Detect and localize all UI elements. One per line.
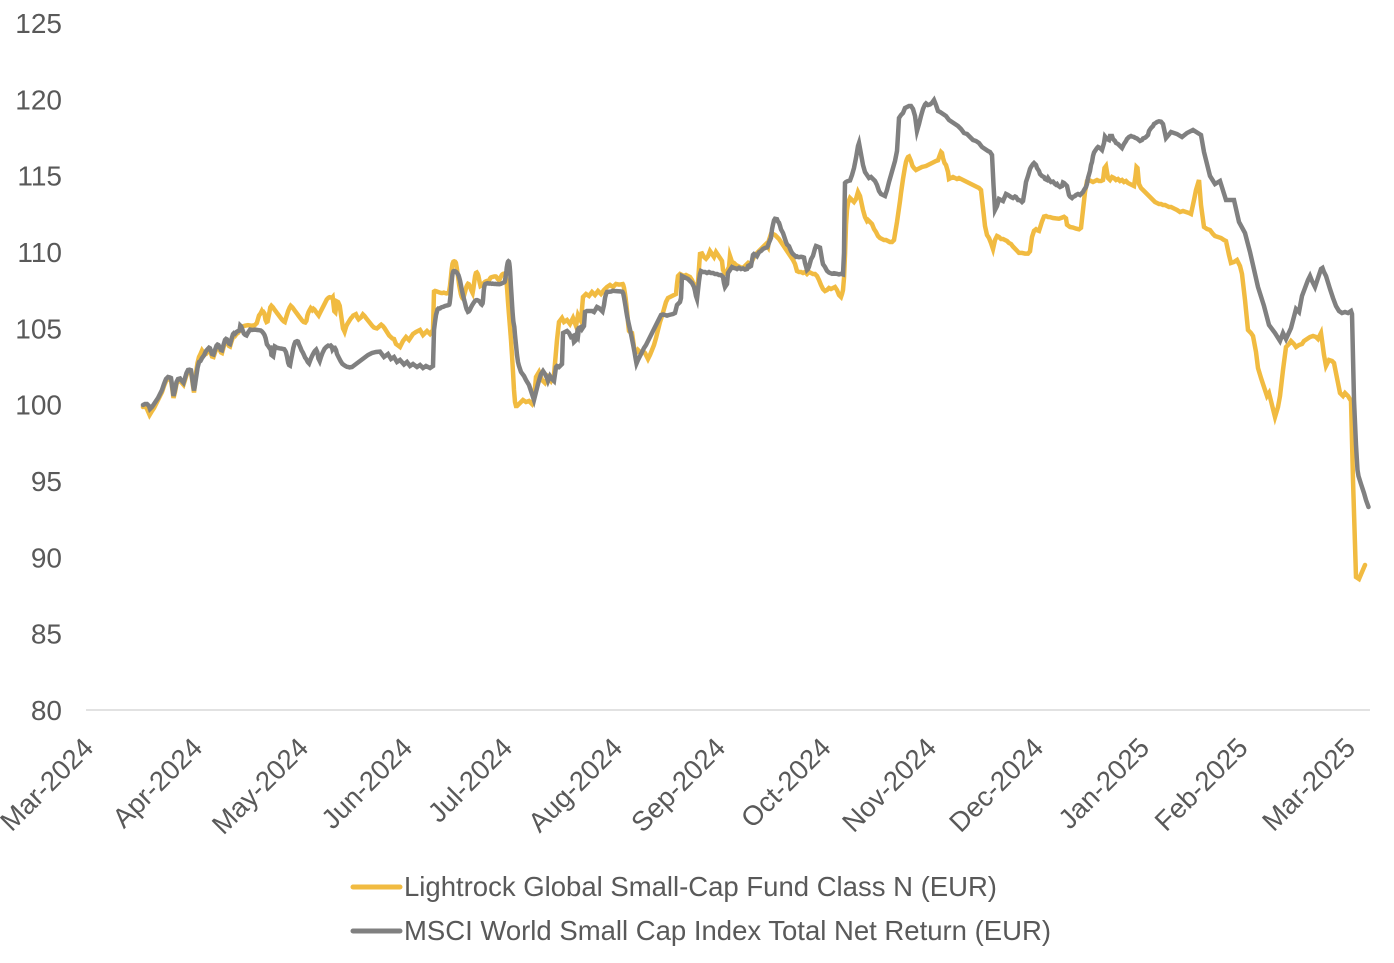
svg-text:125: 125 bbox=[15, 8, 62, 39]
svg-text:85: 85 bbox=[31, 619, 62, 650]
svg-text:110: 110 bbox=[17, 237, 62, 268]
svg-text:105: 105 bbox=[15, 313, 62, 344]
svg-text:100: 100 bbox=[15, 390, 62, 421]
svg-text:Lightrock Global Small-Cap Fun: Lightrock Global Small-Cap Fund Class N … bbox=[404, 871, 997, 902]
svg-text:MSCI World Small Cap Index Tot: MSCI World Small Cap Index Total Net Ret… bbox=[404, 915, 1051, 946]
svg-text:95: 95 bbox=[31, 466, 62, 497]
svg-text:80: 80 bbox=[31, 695, 62, 726]
svg-text:90: 90 bbox=[31, 542, 62, 573]
svg-text:115: 115 bbox=[17, 161, 62, 192]
svg-text:120: 120 bbox=[15, 84, 62, 115]
